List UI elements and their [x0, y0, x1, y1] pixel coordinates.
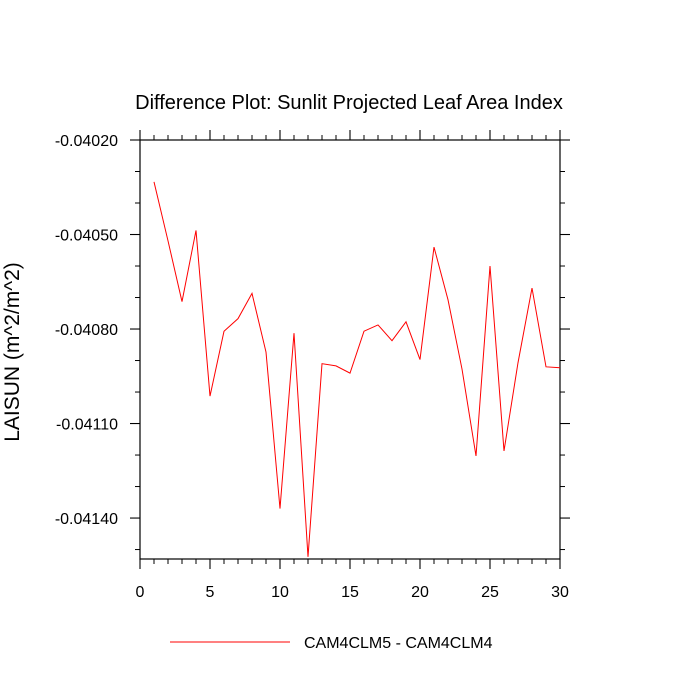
- x-tick-label: 15: [341, 584, 359, 601]
- data-point: [475, 455, 476, 456]
- y-tick-label: -0.04080: [55, 322, 118, 339]
- data-point: [167, 240, 168, 241]
- data-point: [223, 331, 224, 332]
- data-point: [321, 363, 322, 364]
- data-point: [209, 396, 210, 397]
- x-tick-label: 30: [551, 584, 569, 601]
- x-tick-label: 0: [136, 584, 145, 601]
- y-axis-label: LAISUN (m^2/m^2): [1, 262, 24, 442]
- data-point: [349, 373, 350, 374]
- data-point: [545, 366, 546, 367]
- data-point: [251, 293, 252, 294]
- data-point: [419, 359, 420, 360]
- data-point: [559, 367, 560, 368]
- x-tick-label: 20: [411, 584, 429, 601]
- x-tick-label: 5: [206, 584, 215, 601]
- data-point: [461, 368, 462, 369]
- data-point: [237, 318, 238, 319]
- data-point: [447, 299, 448, 300]
- legend: CAM4CLM5 - CAM4CLM4: [170, 635, 493, 652]
- x-tick-label: 10: [271, 584, 289, 601]
- data-point: [279, 508, 280, 509]
- y-tick-label: -0.04110: [56, 417, 118, 434]
- data-point: [335, 365, 336, 366]
- data-point: [153, 181, 154, 182]
- plot-frame: [139, 139, 561, 560]
- data-point: [531, 287, 532, 288]
- data-point: [293, 333, 294, 334]
- data-point: [433, 247, 434, 248]
- chart-title: Difference Plot: Sunlit Projected Leaf A…: [135, 92, 563, 114]
- series-layer: [153, 181, 561, 557]
- y-tick-label: -0.04050: [55, 228, 118, 245]
- x-tick-label: 25: [481, 584, 499, 601]
- data-point: [265, 351, 266, 352]
- data-point: [405, 321, 406, 322]
- data-point: [503, 450, 504, 451]
- y-tick-label: -0.04140: [55, 511, 118, 528]
- data-point: [489, 265, 490, 266]
- y-tick-label: -0.04020: [55, 133, 118, 150]
- data-point: [377, 324, 378, 325]
- data-point: [307, 556, 308, 557]
- data-point: [517, 362, 518, 363]
- legend-label: CAM4CLM5 - CAM4CLM4: [304, 635, 493, 652]
- series-line: [153, 181, 561, 557]
- data-point: [391, 340, 392, 341]
- data-point: [195, 230, 196, 231]
- data-point: [363, 331, 364, 332]
- axis-ticks: 0 5 10 15 20 25 30 -0.04020 -0.04050 -0.04080 -0.0…: [55, 130, 570, 601]
- data-point: [181, 301, 182, 302]
